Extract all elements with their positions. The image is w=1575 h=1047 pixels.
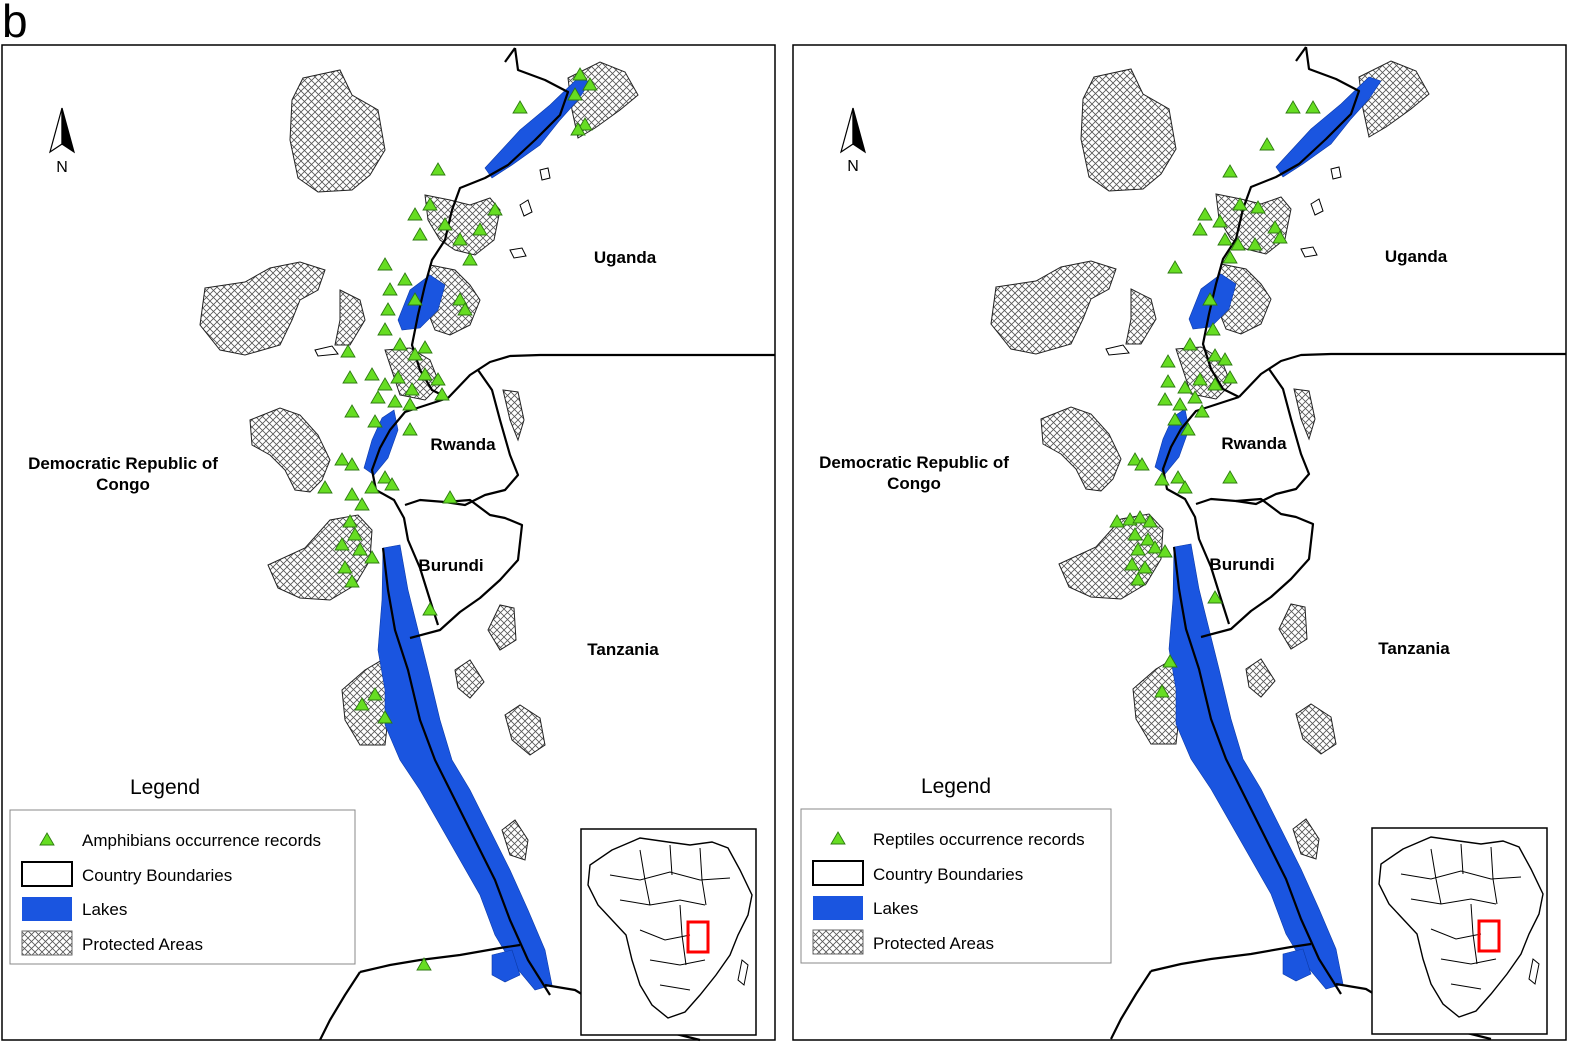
country-label-drc-line2: Congo bbox=[887, 474, 941, 493]
country-label-drc-line1: Democratic Republic of bbox=[28, 454, 218, 473]
legend-label-lakes: Lakes bbox=[82, 900, 127, 919]
africa-inset-map bbox=[580, 828, 757, 1036]
country-label-burundi: Burundi bbox=[418, 556, 483, 575]
legend-label-occurrence: Amphibians occurrence records bbox=[82, 831, 321, 850]
country-label-uganda: Uganda bbox=[1385, 247, 1448, 266]
legend-title: Legend bbox=[921, 775, 991, 798]
legend-label-protected: Protected Areas bbox=[873, 934, 994, 953]
country-label-tanzania: Tanzania bbox=[587, 640, 659, 659]
country-label-drc-line2: Congo bbox=[96, 475, 150, 494]
country-label-rwanda: Rwanda bbox=[1221, 434, 1287, 453]
inset-study-area-box bbox=[1477, 919, 1501, 953]
protected-area-swatch bbox=[21, 930, 73, 956]
africa-inset-map bbox=[1371, 827, 1548, 1035]
legend-box: Amphibians occurrence records Country Bo… bbox=[9, 809, 356, 965]
legend-label-lakes: Lakes bbox=[873, 899, 918, 918]
protected-area-swatch bbox=[812, 929, 864, 955]
country-label-uganda: Uganda bbox=[594, 248, 657, 267]
north-label: N bbox=[847, 158, 859, 175]
amphibians-map-panel: N Uganda Democratic Republic of Congo Rw… bbox=[1, 44, 777, 1042]
north-arrow-icon bbox=[839, 107, 867, 154]
country-label-rwanda: Rwanda bbox=[430, 435, 496, 454]
country-label-burundi: Burundi bbox=[1209, 555, 1274, 574]
inset-study-area-box bbox=[686, 920, 710, 954]
legend-label-boundaries: Country Boundaries bbox=[873, 865, 1023, 884]
legend-box: Reptiles occurrence records Country Boun… bbox=[800, 808, 1112, 964]
reptiles-map-panel: N Uganda Democratic Republic of Congo Rw… bbox=[792, 44, 1568, 1041]
legend-label-occurrence: Reptiles occurrence records bbox=[873, 830, 1085, 849]
panel-letter: b bbox=[2, 0, 28, 47]
country-label-drc-line1: Democratic Republic of bbox=[819, 453, 1009, 472]
north-arrow-icon bbox=[48, 107, 76, 154]
north-label: N bbox=[56, 159, 68, 176]
boundary-swatch bbox=[21, 861, 73, 887]
legend-label-protected: Protected Areas bbox=[82, 935, 203, 954]
legend-label-boundaries: Country Boundaries bbox=[82, 866, 232, 885]
lake-swatch bbox=[22, 897, 72, 921]
lake-swatch bbox=[813, 896, 863, 920]
country-label-tanzania: Tanzania bbox=[1378, 639, 1450, 658]
boundary-swatch bbox=[812, 860, 864, 886]
legend-title: Legend bbox=[130, 776, 200, 799]
